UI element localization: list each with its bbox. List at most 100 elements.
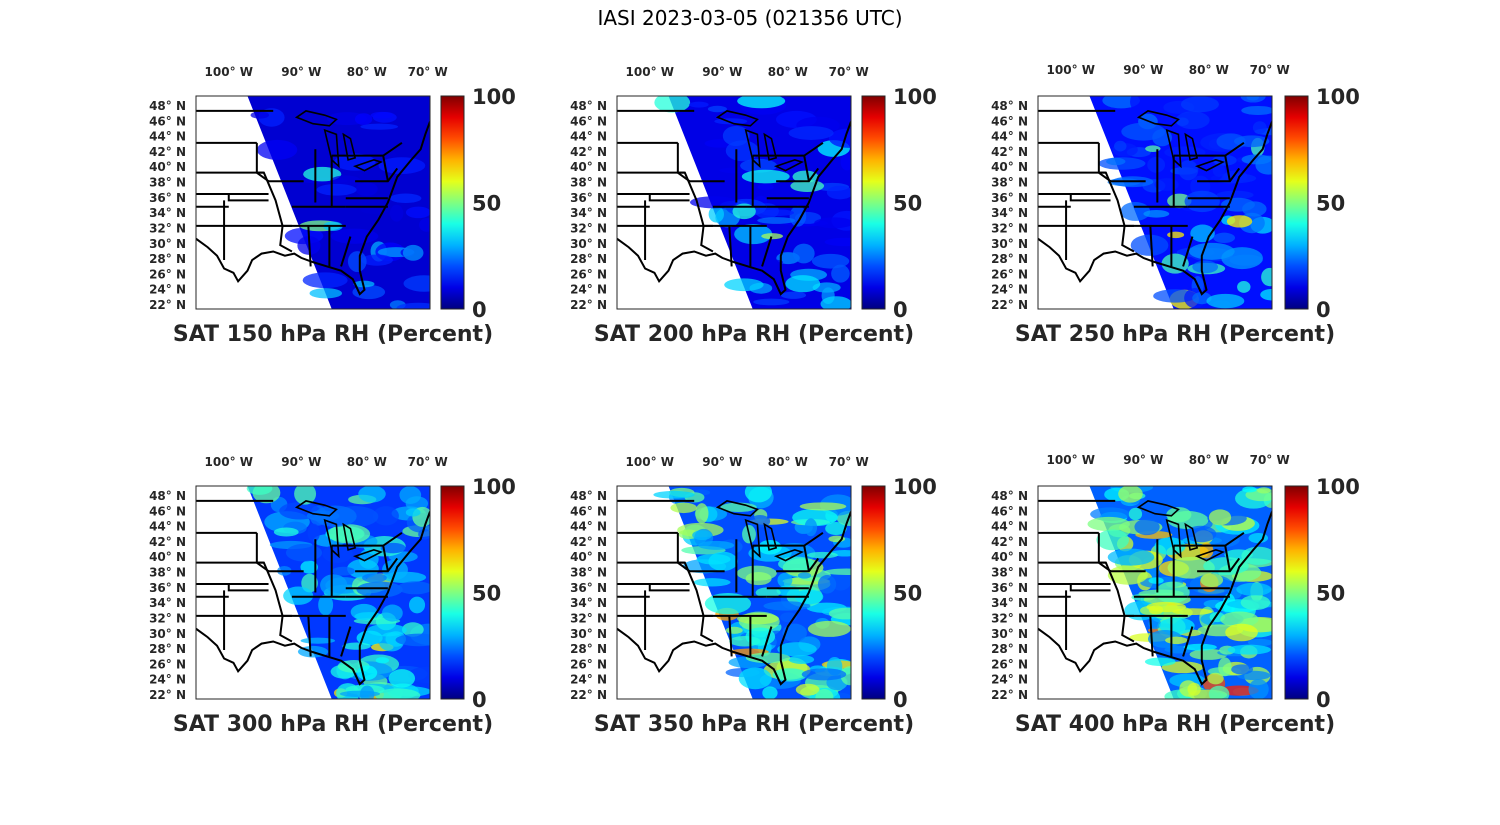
panel-300hpa: 100° W 90° W 80° W 70° W 48° N46° N 44° N42° …	[149, 455, 516, 737]
rh-patch	[1212, 163, 1226, 177]
rh-patch	[1154, 178, 1179, 192]
lon-tick-label: 80° W	[1189, 63, 1229, 77]
rh-patch	[792, 243, 815, 264]
rh-patch	[375, 688, 421, 699]
lat-tick-label: 36° N	[991, 581, 1028, 595]
coastline	[1038, 512, 1272, 685]
rh-patch	[283, 586, 314, 605]
rh-patch	[331, 566, 356, 576]
rh-patch	[357, 665, 378, 681]
rh-patch	[1208, 509, 1232, 526]
rh-patch	[358, 486, 386, 503]
rh-patch	[352, 284, 386, 300]
rh-patch	[1241, 154, 1272, 165]
lat-tick-label: 38° N	[149, 566, 186, 580]
rh-map-150	[196, 96, 430, 309]
rh-patch	[1188, 242, 1235, 260]
rh-patch	[1260, 288, 1272, 301]
lat-tick-label: 44° N	[991, 130, 1028, 144]
lon-tick-label: 90° W	[281, 455, 321, 469]
lat-tick-label: 36° N	[149, 581, 186, 595]
rh-patch	[1207, 672, 1224, 685]
lat-tick-label: 28° N	[149, 642, 186, 656]
colorbar-tick-label: 0	[1316, 688, 1331, 712]
rh-patch	[1130, 96, 1144, 111]
coastline	[196, 512, 430, 685]
rh-patch	[704, 592, 752, 615]
rh-patch	[399, 486, 422, 504]
lat-tick-label: 30° N	[991, 627, 1028, 641]
rh-patch	[381, 604, 403, 622]
lat-tick-label: 48° N	[991, 489, 1028, 503]
rh-patch	[708, 205, 724, 223]
lat-tick-label: 48° N	[570, 99, 607, 113]
rh-patch	[654, 96, 691, 113]
lat-tick-label: 38° N	[570, 176, 607, 190]
rh-patch	[734, 224, 773, 245]
lat-tick-label: 46° N	[570, 504, 607, 518]
panel-title: SAT 350 hPa RH (Percent)	[594, 712, 914, 737]
rh-patch	[707, 105, 727, 113]
rh-patch	[777, 572, 793, 588]
lon-tick-label: 70° W	[408, 455, 448, 469]
coastline	[617, 512, 851, 685]
rh-patch	[1143, 210, 1170, 218]
lon-tick-label: 80° W	[1189, 453, 1229, 467]
colorbar	[1284, 485, 1309, 700]
colorbar-tick-label: 50	[472, 192, 501, 216]
rh-patch	[653, 490, 695, 499]
rh-patch	[1218, 657, 1232, 677]
rh-patch	[419, 217, 430, 232]
colorbar-tick-label: 100	[1316, 85, 1360, 109]
rh-patch	[720, 502, 757, 512]
rh-patch	[758, 539, 782, 555]
rh-patch	[840, 154, 851, 171]
rh-patch	[409, 596, 426, 614]
rh-patch	[347, 251, 367, 272]
rh-patch	[698, 540, 735, 550]
rh-patch	[761, 233, 783, 240]
lat-tick-label: 30° N	[991, 237, 1028, 251]
rh-patch	[1208, 685, 1230, 699]
rh-patch	[1147, 156, 1166, 173]
rh-patch	[825, 521, 847, 535]
lat-tick-label: 42° N	[570, 535, 607, 549]
rh-patch	[693, 578, 731, 587]
rh-patch	[788, 655, 815, 664]
rh-patch	[1159, 617, 1195, 635]
panel-title: SAT 250 hPa RH (Percent)	[1015, 322, 1335, 347]
panel-title: SAT 300 hPa RH (Percent)	[173, 712, 493, 737]
lat-tick-label: 46° N	[991, 114, 1028, 128]
rh-patch	[714, 118, 748, 125]
rh-patch	[360, 254, 393, 266]
rh-patch	[1120, 201, 1151, 221]
lon-tick-label: 80° W	[347, 455, 387, 469]
lat-tick-label: 44° N	[570, 520, 607, 534]
lat-tick-label: 40° N	[570, 160, 607, 174]
lat-tick-label: 48° N	[149, 99, 186, 113]
rh-patch	[792, 508, 838, 527]
lon-tick-label: 90° W	[281, 65, 321, 79]
rh-patch	[1236, 582, 1272, 596]
rh-patch	[772, 668, 808, 682]
lon-tick-label: 70° W	[1250, 453, 1290, 467]
lat-tick-label: 28° N	[570, 642, 607, 656]
rh-patch	[1106, 157, 1126, 166]
rh-patch	[1252, 121, 1267, 135]
rh-patch	[318, 594, 334, 616]
colorbar-tick-label: 0	[472, 298, 487, 322]
rh-patch	[1240, 96, 1266, 103]
lat-tick-label: 48° N	[570, 489, 607, 503]
rh-patch	[738, 667, 772, 690]
lat-tick-label: 24° N	[991, 673, 1028, 687]
rh-patch	[801, 668, 847, 681]
rh-patch	[397, 581, 430, 595]
rh-patch	[692, 530, 712, 541]
lon-tick-label: 80° W	[768, 65, 808, 79]
rh-patch	[322, 544, 353, 563]
lat-tick-label: 24° N	[149, 673, 186, 687]
rh-patch	[744, 486, 773, 503]
lat-tick-label: 34° N	[570, 206, 607, 220]
rh-patch	[725, 626, 743, 634]
rh-patch	[403, 275, 430, 292]
